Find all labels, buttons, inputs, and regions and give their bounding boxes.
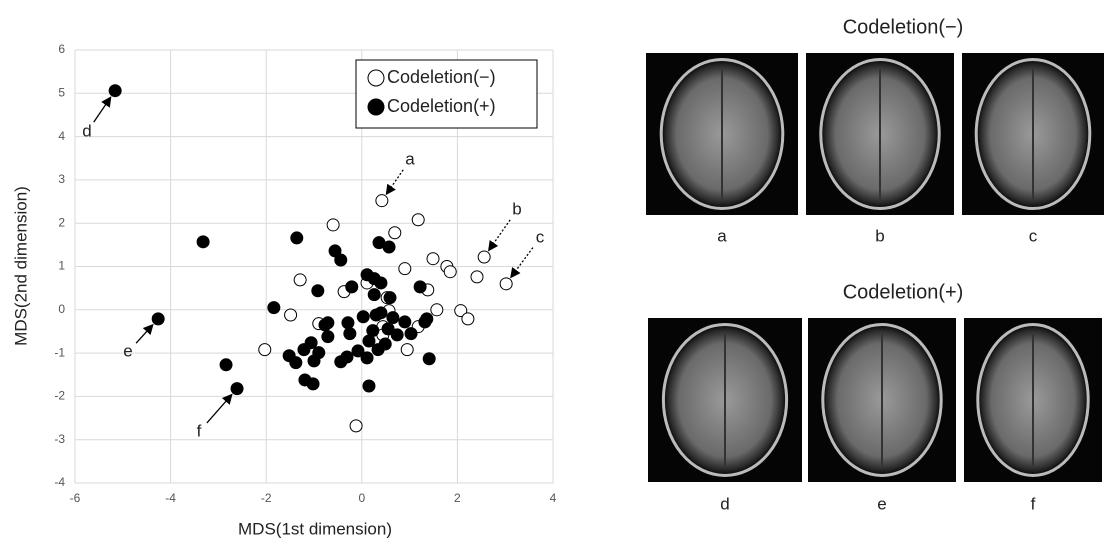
x-tick-label: -2 — [261, 491, 272, 505]
annotation: b — [512, 199, 521, 218]
annotation-arrow — [94, 97, 111, 122]
annotation-arrow — [489, 220, 510, 251]
point — [231, 383, 243, 395]
point — [327, 219, 339, 231]
point — [421, 313, 433, 325]
point — [379, 338, 391, 350]
y-tick-label: -2 — [54, 389, 65, 403]
point — [346, 281, 358, 293]
point — [478, 251, 490, 263]
y-tick-label: 2 — [58, 215, 65, 229]
annotation: d — [82, 121, 91, 140]
image-label: b — [875, 226, 884, 245]
panel-title: Codeletion(−) — [843, 16, 964, 38]
point — [319, 319, 331, 331]
point — [376, 195, 388, 207]
point — [259, 344, 271, 356]
point — [375, 277, 387, 289]
annotation: c — [536, 227, 545, 246]
x-tick-label: -6 — [70, 491, 81, 505]
point — [412, 214, 424, 226]
annotation: f — [197, 421, 202, 440]
point — [109, 85, 121, 97]
legend-label: Codeletion(−) — [387, 67, 496, 87]
y-axis-label: MDS(2nd dimension) — [11, 186, 30, 346]
point — [383, 241, 395, 253]
y-tick-label: 3 — [58, 172, 65, 186]
point — [500, 278, 512, 290]
point — [322, 331, 334, 343]
y-tick-label: -1 — [54, 345, 65, 359]
point — [290, 357, 302, 369]
point — [197, 236, 209, 248]
point — [361, 352, 373, 364]
y-tick-label: 6 — [58, 42, 65, 56]
point — [335, 356, 347, 368]
point — [357, 311, 369, 323]
point — [368, 289, 380, 301]
image-label: e — [877, 494, 886, 513]
point — [294, 274, 306, 286]
x-tick-label: 2 — [454, 491, 461, 505]
x-tick-label: -4 — [165, 491, 176, 505]
y-tick-label: 0 — [58, 302, 65, 316]
y-tick-label: -4 — [54, 475, 65, 489]
image-label: f — [1031, 494, 1036, 513]
point — [387, 312, 399, 324]
legend-label: Codeletion(+) — [387, 96, 496, 116]
image-label: c — [1029, 226, 1038, 245]
point — [431, 304, 443, 316]
point — [384, 292, 396, 304]
point — [444, 266, 456, 278]
annotation-arrow — [386, 170, 403, 194]
x-tick-label: 4 — [550, 491, 557, 505]
point — [405, 328, 417, 340]
annotation-arrow — [207, 395, 232, 423]
point — [462, 313, 474, 325]
point — [268, 302, 280, 314]
point — [342, 317, 354, 329]
point — [423, 353, 435, 365]
point — [152, 313, 164, 325]
point — [391, 329, 403, 341]
point — [350, 420, 362, 432]
point — [291, 232, 303, 244]
point — [399, 316, 411, 328]
x-tick-label: 0 — [358, 491, 365, 505]
point — [389, 227, 401, 239]
y-tick-label: 1 — [58, 259, 65, 273]
figure: MDS(1st dimension) MDS(2nd dimension) -4… — [0, 0, 1106, 544]
point — [363, 380, 375, 392]
point — [414, 281, 426, 293]
point — [401, 344, 413, 356]
point — [471, 271, 483, 283]
point — [308, 355, 320, 367]
image-label: a — [717, 226, 727, 245]
annotation: e — [123, 341, 132, 360]
y-tick-label: 4 — [58, 129, 65, 143]
point — [427, 253, 439, 265]
image-label: d — [720, 494, 729, 513]
point — [220, 359, 232, 371]
legend-marker — [368, 70, 384, 86]
point — [344, 328, 356, 340]
y-tick-label: -3 — [54, 432, 65, 446]
annotation-arrow — [136, 325, 153, 343]
point — [307, 378, 319, 390]
annotation-arrow — [511, 248, 533, 278]
x-axis-label: MDS(1st dimension) — [238, 519, 392, 538]
point — [370, 309, 382, 321]
point — [335, 254, 347, 266]
point — [399, 263, 411, 275]
point — [312, 285, 324, 297]
y-tick-label: 5 — [58, 85, 65, 99]
legend-marker — [368, 99, 384, 115]
panel-title: Codeletion(+) — [843, 281, 964, 303]
annotation: a — [405, 149, 415, 168]
point — [285, 309, 297, 321]
point — [298, 344, 310, 356]
point — [363, 335, 375, 347]
